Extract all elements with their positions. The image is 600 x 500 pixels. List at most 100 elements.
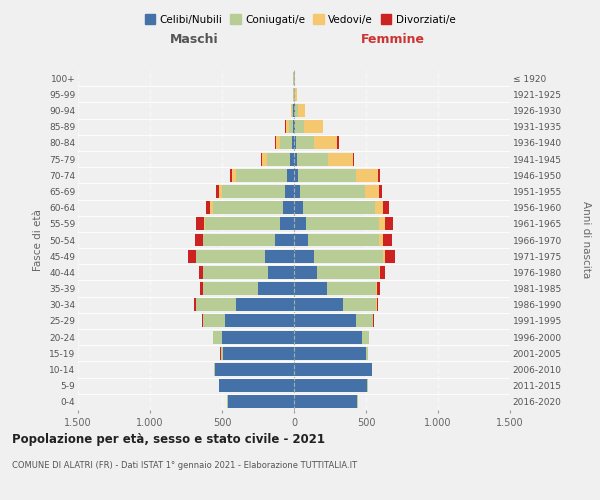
Bar — [385, 218, 394, 230]
Bar — [196, 298, 236, 311]
Bar — [211, 201, 212, 214]
Bar — [294, 347, 366, 360]
Bar — [287, 169, 294, 181]
Bar — [286, 120, 289, 133]
Bar — [365, 185, 379, 198]
Bar — [265, 250, 294, 262]
Bar — [353, 152, 354, 166]
Bar — [203, 218, 205, 230]
Text: Maschi: Maschi — [170, 33, 219, 46]
Bar — [383, 250, 385, 262]
Bar — [230, 169, 232, 181]
Bar — [294, 136, 296, 149]
Text: COMUNE DI ALATRI (FR) - Dati ISTAT 1° gennaio 2021 - Elaborazione TUTTITALIA.IT: COMUNE DI ALATRI (FR) - Dati ISTAT 1° ge… — [12, 460, 357, 469]
Bar — [379, 218, 385, 230]
Bar — [216, 185, 219, 198]
Bar — [268, 266, 294, 279]
Bar — [293, 120, 294, 133]
Bar — [317, 266, 379, 279]
Bar — [215, 363, 294, 376]
Y-axis label: Fasce di età: Fasce di età — [34, 209, 43, 271]
Bar — [294, 201, 302, 214]
Bar — [280, 218, 294, 230]
Bar — [328, 152, 353, 166]
Bar — [379, 266, 380, 279]
Legend: Celibi/Nubili, Coniugati/e, Vedovi/e, Divorziati/e: Celibi/Nubili, Coniugati/e, Vedovi/e, Di… — [140, 10, 460, 29]
Bar — [294, 266, 317, 279]
Bar — [377, 282, 380, 295]
Bar — [337, 136, 338, 149]
Bar — [214, 330, 222, 344]
Bar — [294, 185, 300, 198]
Bar — [188, 250, 196, 262]
Bar — [202, 314, 203, 328]
Bar — [296, 136, 314, 149]
Bar — [222, 330, 294, 344]
Bar — [294, 169, 298, 181]
Bar — [196, 250, 265, 262]
Bar — [296, 152, 328, 166]
Bar — [283, 201, 294, 214]
Bar — [228, 396, 294, 408]
Bar — [290, 104, 292, 117]
Bar — [232, 169, 236, 181]
Bar — [304, 120, 323, 133]
Bar — [222, 185, 286, 198]
Bar — [223, 347, 294, 360]
Bar — [294, 314, 356, 328]
Bar — [225, 314, 294, 328]
Text: Popolazione per età, sesso e stato civile - 2021: Popolazione per età, sesso e stato civil… — [12, 432, 325, 446]
Bar — [261, 152, 262, 166]
Bar — [212, 201, 283, 214]
Bar — [366, 347, 368, 360]
Bar — [275, 234, 294, 246]
Bar — [372, 363, 373, 376]
Bar — [236, 169, 287, 181]
Bar — [374, 201, 383, 214]
Bar — [383, 234, 392, 246]
Y-axis label: Anni di nascita: Anni di nascita — [581, 202, 592, 278]
Bar — [295, 88, 298, 101]
Bar — [294, 120, 295, 133]
Bar — [290, 152, 294, 166]
Bar — [308, 234, 379, 246]
Bar — [327, 282, 376, 295]
Bar — [295, 104, 298, 117]
Bar — [314, 250, 383, 262]
Bar — [293, 104, 294, 117]
Bar — [292, 136, 294, 149]
Bar — [294, 298, 343, 311]
Bar — [383, 201, 389, 214]
Bar — [373, 314, 374, 328]
Bar — [203, 234, 275, 246]
Bar — [268, 152, 290, 166]
Bar — [298, 104, 305, 117]
Bar — [356, 169, 377, 181]
Bar — [294, 363, 372, 376]
Bar — [300, 185, 365, 198]
Bar — [280, 136, 292, 149]
Bar — [314, 136, 337, 149]
Bar — [294, 104, 295, 117]
Bar — [377, 169, 380, 181]
Bar — [286, 185, 294, 198]
Bar — [199, 266, 203, 279]
Bar — [289, 120, 293, 133]
Bar — [236, 298, 294, 311]
Text: Femmine: Femmine — [361, 33, 425, 46]
Bar — [196, 218, 203, 230]
Bar — [275, 136, 276, 149]
Bar — [292, 104, 293, 117]
Bar — [379, 234, 383, 246]
Bar — [203, 266, 268, 279]
Bar — [356, 314, 373, 328]
Bar — [221, 347, 223, 360]
Bar — [298, 169, 356, 181]
Bar — [205, 218, 280, 230]
Bar — [214, 363, 215, 376]
Bar — [380, 266, 385, 279]
Bar — [294, 152, 296, 166]
Bar — [219, 379, 294, 392]
Bar — [294, 234, 308, 246]
Bar — [362, 330, 369, 344]
